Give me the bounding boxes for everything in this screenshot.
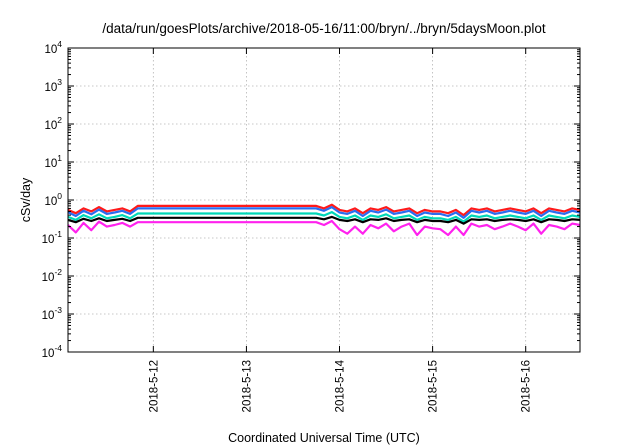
chart-title: /data/run/goesPlots/archive/2018-05-16/1… (102, 21, 546, 36)
y-tick-label: 104 (44, 39, 62, 56)
x-axis: 2018-5-12 2018-5-13 2018-5-14 2018-5-15 2018… (148, 48, 533, 412)
x-tick-label: 2018-5-12 (148, 360, 160, 412)
series-line-4 (67, 219, 581, 237)
grid (68, 47, 580, 353)
series-line-3 (67, 215, 581, 225)
y-tick-label: 103 (44, 77, 62, 94)
y-tick-label: 10-1 (42, 229, 63, 246)
x-axis-label: Coordinated Universal Time (UTC) (228, 431, 420, 445)
y-tick-label: 10-3 (42, 305, 63, 322)
y-tick-label: 102 (44, 115, 62, 132)
series-line-1 (67, 206, 581, 219)
y-tick-label: 10-4 (42, 343, 63, 360)
y-tick-label: 10-2 (42, 267, 63, 284)
x-tick-label: 2018-5-14 (335, 359, 347, 412)
x-tick-label: 2018-5-13 (241, 360, 253, 412)
x-tick-label: 2018-5-16 (521, 360, 533, 412)
series-line-0 (67, 203, 581, 217)
y-axis: 104 103 102 101 100 10-1 10-2 10-3 10-4 (42, 39, 580, 360)
y-tick-label: 100 (44, 191, 62, 208)
series-group (67, 203, 581, 237)
series-line-2 (67, 211, 581, 223)
y-axis-label: cSv/day (19, 177, 33, 222)
y-tick-label: 101 (44, 153, 62, 170)
x-tick-label: 2018-5-15 (428, 360, 440, 412)
